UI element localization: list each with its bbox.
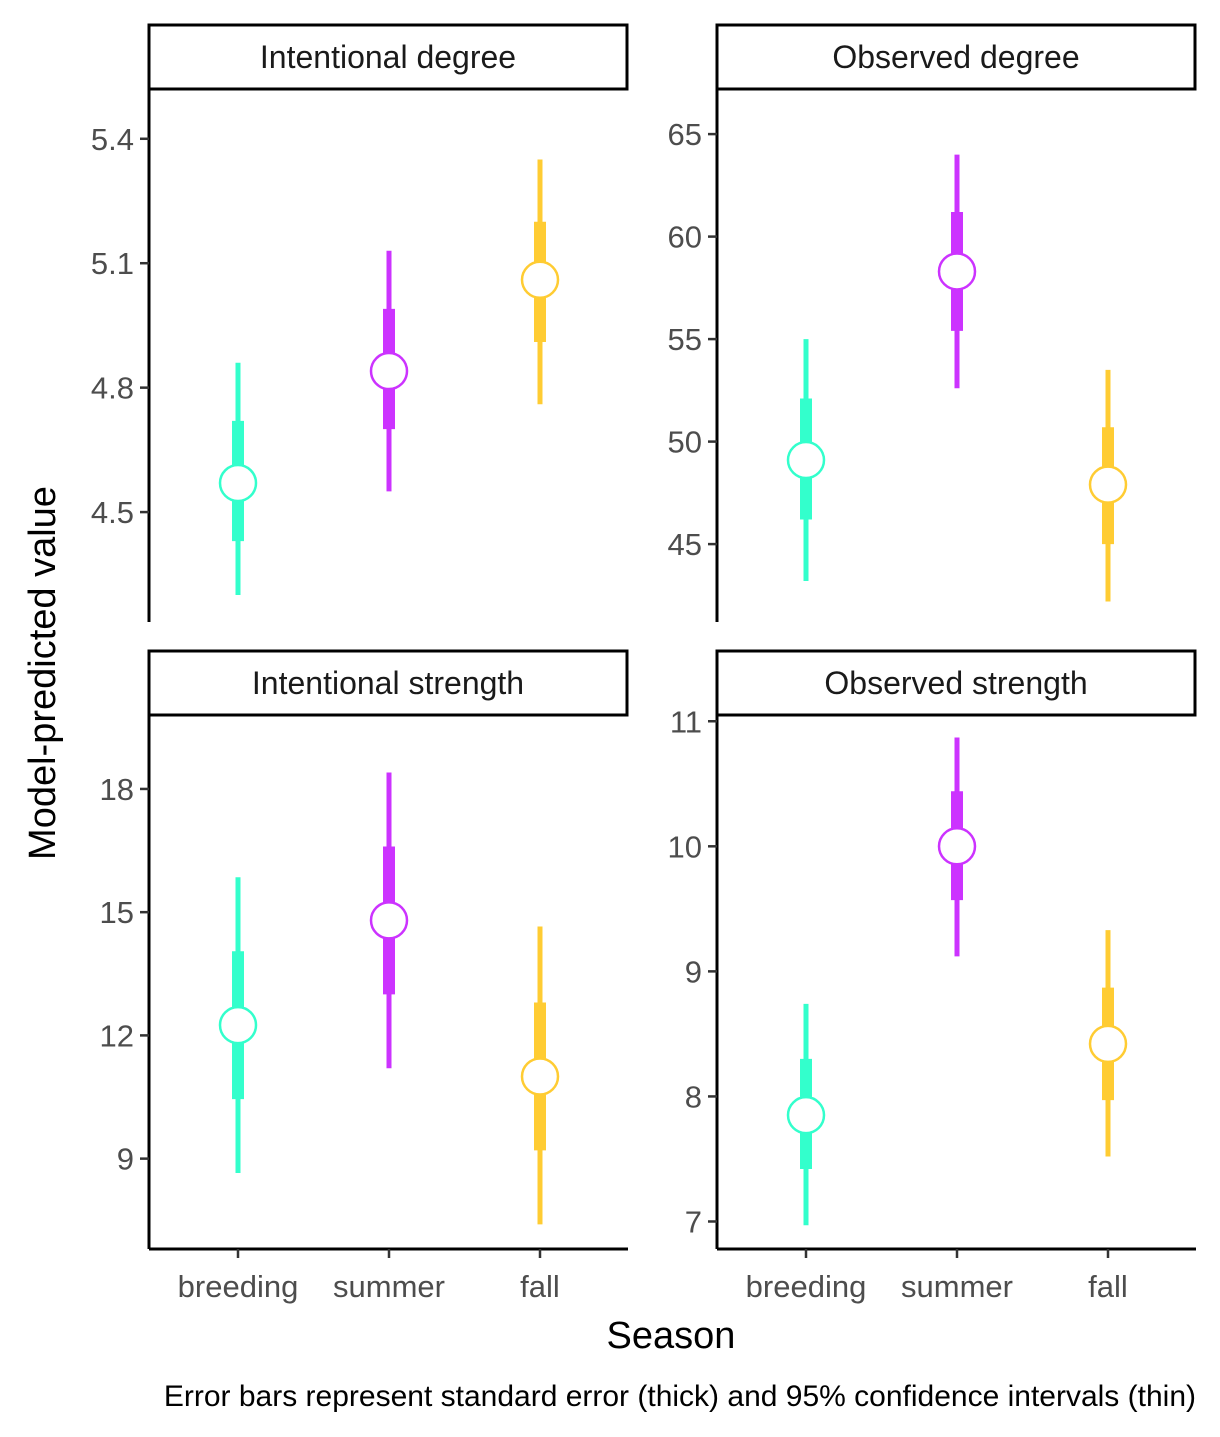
y-tick-label: 9 [685, 954, 702, 989]
y-tick-label: 65 [668, 117, 702, 152]
y-tick-label: 4.5 [91, 495, 134, 530]
y-tick-label: 18 [100, 772, 134, 807]
y-tick-label: 7 [685, 1204, 702, 1239]
y-tick-label: 11 [670, 704, 702, 739]
facet-strip [715, 649, 1197, 717]
estimate-point [786, 1095, 826, 1135]
y-tick-label: 4.8 [91, 371, 134, 406]
facet-strip-label: Intentional degree [260, 39, 516, 75]
y-tick-label: 55 [668, 322, 702, 357]
facet-strip [715, 23, 1197, 91]
panels: Intentional degree 4.5 4.8 5.1 5.4 Observed d… [91, 23, 1197, 1304]
estimate-point [1088, 1024, 1128, 1064]
estimate-point [786, 440, 826, 480]
y-tick-label: 5.4 [91, 122, 134, 157]
y-tick-label: 5.1 [91, 246, 134, 281]
x-tick-label: summer [333, 1269, 445, 1304]
y-tick-label: 8 [685, 1079, 702, 1114]
facet-strip [147, 23, 629, 91]
y-axis-title: Model-predicted value [22, 486, 64, 860]
estimate-point [520, 1057, 560, 1096]
facet-strip [147, 649, 629, 717]
x-tick-label: breeding [178, 1269, 299, 1304]
estimate-point [369, 901, 409, 940]
estimate-point [218, 1005, 258, 1045]
y-tick-label: 60 [668, 220, 702, 255]
facet-strip-label: Observed degree [832, 39, 1079, 75]
x-tick-label: fall [1088, 1269, 1128, 1304]
facet-panel: Intentional strength 9 12 15 18 breeding summe… [100, 649, 629, 1304]
estimate-point [369, 351, 409, 391]
estimate-point [1088, 465, 1128, 504]
facet-panel: Intentional degree 4.5 4.8 5.1 5.4 [91, 23, 629, 622]
caption: Error bars represent standard error (thi… [164, 1380, 1196, 1413]
x-tick-label: summer [901, 1269, 1013, 1304]
facet-strip-label: Intentional strength [252, 665, 524, 701]
facet-panel: Observed degree 45 50 55 60 65 [668, 23, 1197, 622]
estimate-point [937, 827, 977, 866]
y-tick-label: 10 [668, 829, 702, 864]
estimate-point [218, 463, 258, 503]
y-tick-label: 12 [100, 1018, 134, 1053]
x-axis-title: Season [607, 1315, 736, 1357]
estimate-point [520, 260, 560, 300]
estimate-point [937, 252, 977, 291]
x-tick-label: breeding [746, 1269, 867, 1304]
y-tick-label: 50 [668, 425, 702, 460]
y-tick-label: 45 [668, 527, 702, 562]
facet-panel: Observed strength 7 8 9 10 11 breeding summer fa… [668, 649, 1197, 1304]
y-tick-label: 9 [117, 1142, 134, 1177]
y-tick-label: 15 [100, 895, 134, 930]
facet-strip-label: Observed strength [824, 665, 1087, 701]
x-tick-label: fall [520, 1269, 560, 1304]
